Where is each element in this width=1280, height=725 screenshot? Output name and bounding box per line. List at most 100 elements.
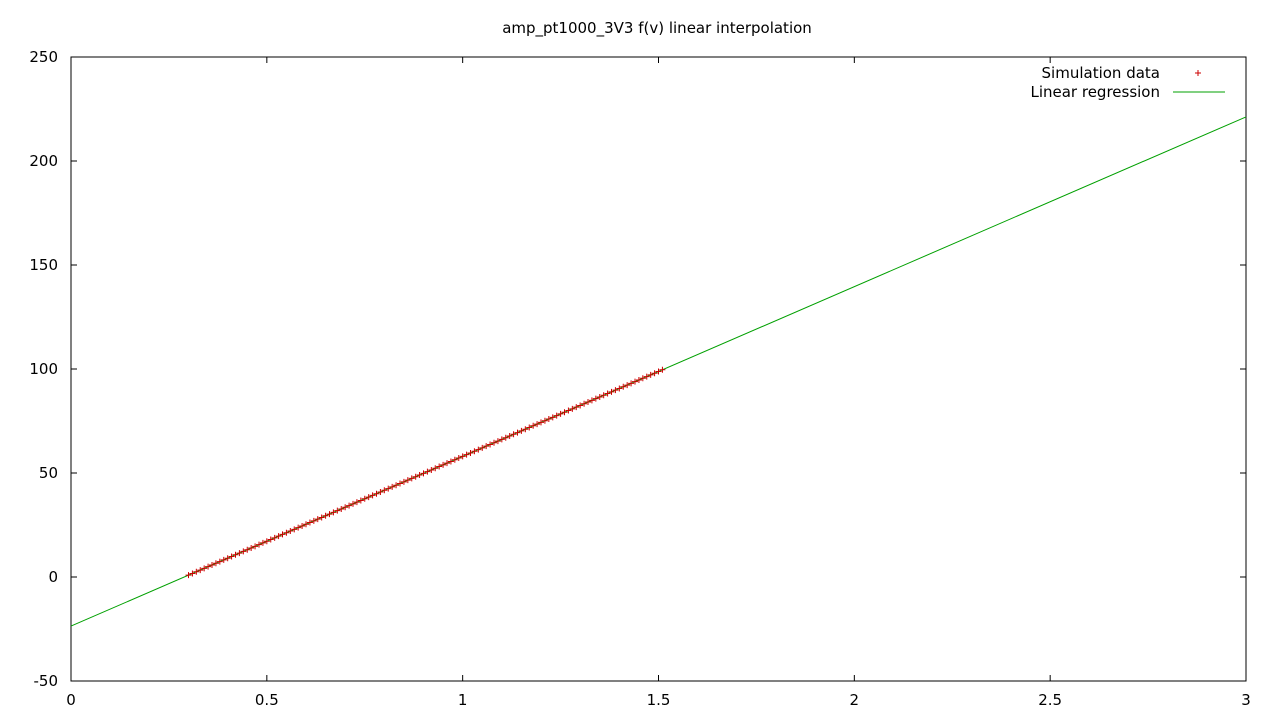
y-tick-label: 0 [48, 568, 58, 586]
data-point [303, 521, 309, 528]
data-point [451, 456, 458, 463]
data-point [322, 512, 329, 519]
x-tick-label: 3 [1241, 691, 1251, 709]
y-tick-label: 200 [29, 152, 58, 170]
data-point [483, 443, 490, 450]
data-point [577, 402, 584, 409]
data-point [353, 499, 360, 506]
data-point [463, 451, 470, 458]
data-point [263, 538, 270, 545]
data-point [420, 470, 427, 477]
data-point [514, 429, 521, 436]
data-point [455, 455, 462, 462]
data-point [628, 380, 635, 387]
data-point [389, 483, 396, 490]
data-point [350, 500, 356, 507]
data-point [256, 541, 262, 548]
data-point [444, 460, 450, 467]
data-point [428, 466, 435, 473]
y-tick-label: 150 [29, 256, 58, 274]
data-point [608, 388, 615, 395]
data-point [197, 567, 204, 574]
series-layer [70, 116, 1247, 627]
data-point [479, 444, 486, 451]
data-point [585, 399, 591, 406]
data-point [526, 424, 533, 431]
data-point [212, 560, 219, 567]
data-point [432, 465, 439, 472]
data-point [385, 485, 392, 492]
data-point [635, 376, 642, 383]
data-point [506, 432, 513, 439]
data-point [647, 371, 654, 378]
data-point [404, 477, 411, 484]
x-tick-label: 1.5 [647, 691, 671, 709]
data-point [400, 478, 407, 485]
data-point [205, 563, 212, 570]
data-point [534, 421, 541, 428]
data-point [361, 495, 368, 502]
data-point [557, 410, 564, 417]
data-point [338, 505, 345, 512]
data-point [659, 366, 666, 373]
data-point [436, 463, 443, 470]
data-point [510, 431, 517, 438]
data-point [381, 487, 388, 494]
data-point [397, 480, 403, 487]
data-point [616, 385, 623, 392]
data-point [475, 446, 482, 453]
data-point [306, 519, 313, 526]
data-point [643, 373, 650, 380]
data-point [244, 546, 251, 553]
data-point [573, 404, 580, 411]
data-point [588, 397, 595, 404]
data-point [299, 522, 306, 529]
data-point [467, 449, 474, 456]
data-point [600, 392, 607, 399]
data-point [565, 407, 572, 414]
data-point [209, 561, 215, 568]
data-point [283, 529, 290, 536]
legend: Simulation data Linear regression [1030, 64, 1225, 101]
data-point [216, 558, 223, 565]
data-point [471, 448, 478, 455]
data-point [318, 514, 325, 521]
data-point [291, 526, 298, 533]
data-point [373, 490, 380, 497]
data-point [549, 414, 556, 421]
data-point [224, 555, 231, 562]
data-point [518, 427, 525, 434]
data-point [201, 565, 208, 572]
data-point [185, 572, 192, 579]
data-point [581, 400, 588, 407]
data-point [346, 502, 353, 509]
y-tick-label: -50 [34, 672, 59, 690]
x-tick-label: 0 [66, 691, 76, 709]
data-point [279, 531, 286, 538]
data-point [271, 534, 278, 541]
data-point [236, 550, 243, 557]
data-point [189, 570, 196, 577]
data-point [342, 504, 349, 511]
data-point [502, 434, 509, 441]
legend-label-regression: Linear regression [1030, 83, 1160, 101]
x-tick-label: 2.5 [1038, 691, 1062, 709]
data-point [252, 543, 259, 550]
data-point [393, 482, 400, 489]
data-point [408, 475, 415, 482]
axis-ticks: 0 0.5 1 1.5 2 2.5 3 -50 0 50 100 150 200 250 [29, 48, 1250, 709]
data-point [612, 387, 619, 394]
data-point [326, 511, 333, 518]
data-point [369, 492, 376, 499]
data-point [287, 528, 294, 535]
data-point [275, 533, 282, 540]
data-point [569, 405, 576, 412]
y-tick-label: 100 [29, 360, 58, 378]
data-point [651, 370, 658, 377]
data-point [538, 419, 544, 426]
data-point [541, 417, 548, 424]
data-point [267, 536, 274, 543]
data-point [416, 472, 423, 479]
data-point [447, 458, 454, 465]
data-point [357, 497, 364, 504]
